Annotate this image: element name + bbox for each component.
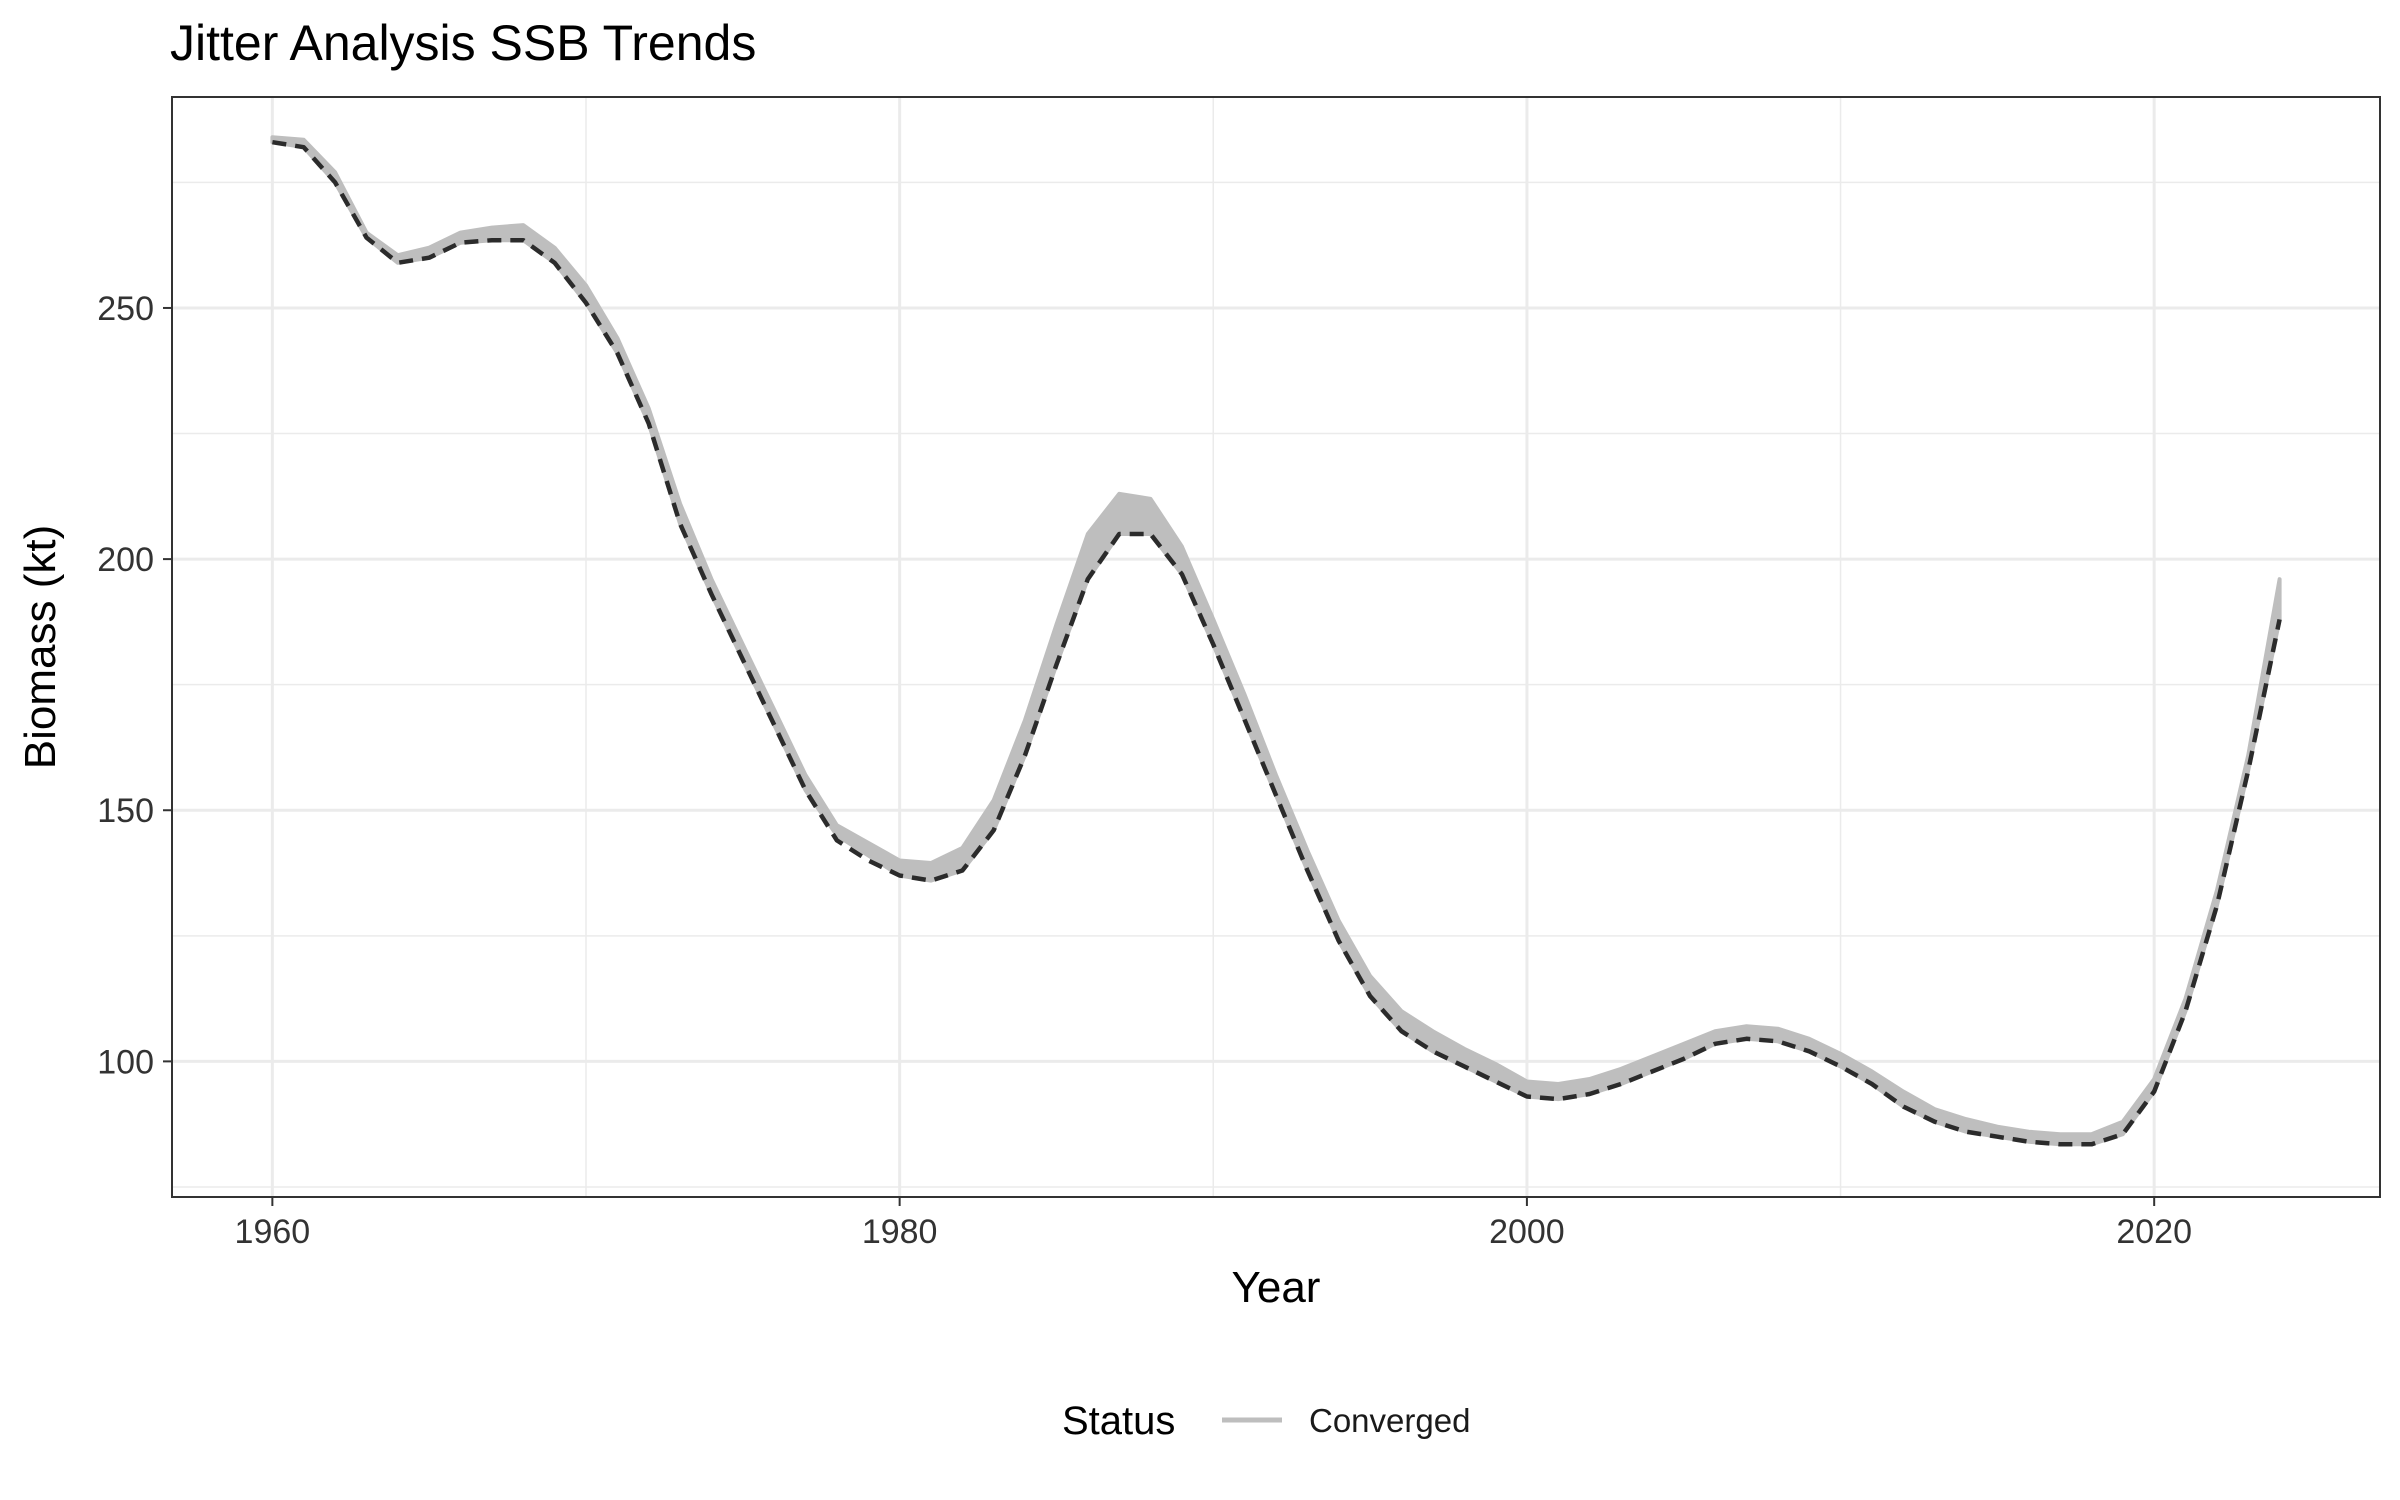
plot-panel	[172, 97, 2380, 1197]
legend: Status Converged	[1062, 1399, 1470, 1443]
panel-border	[171, 96, 2381, 1198]
y-tick-label: 100	[97, 1043, 154, 1081]
series-layer	[270, 135, 2282, 1147]
x-tick-label: 2000	[1489, 1213, 1565, 1251]
y-axis-title: Biomass (kt)	[16, 525, 65, 769]
x-tick-label: 2020	[2116, 1213, 2192, 1251]
legend-title: Status	[1062, 1399, 1175, 1443]
minor-gridlines	[172, 97, 2380, 1197]
y-tick-label: 150	[97, 792, 154, 830]
series-reference-dashed-line	[272, 139, 2282, 1147]
legend-label-converged: Converged	[1309, 1402, 1470, 1439]
x-tick-label: 1960	[235, 1213, 311, 1251]
x-tick-label: 1980	[862, 1213, 938, 1251]
y-tick-label: 200	[97, 541, 154, 579]
x-axis-title: Year	[1232, 1263, 1321, 1312]
y-tick-label: 250	[97, 290, 154, 328]
y-axis: 100 150 200 250	[97, 290, 172, 1081]
chart-title: Jitter Analysis SSB Trends	[170, 15, 756, 71]
x-axis: 1960 1980 2000 2020	[235, 1197, 2192, 1251]
major-gridlines	[172, 97, 2380, 1197]
